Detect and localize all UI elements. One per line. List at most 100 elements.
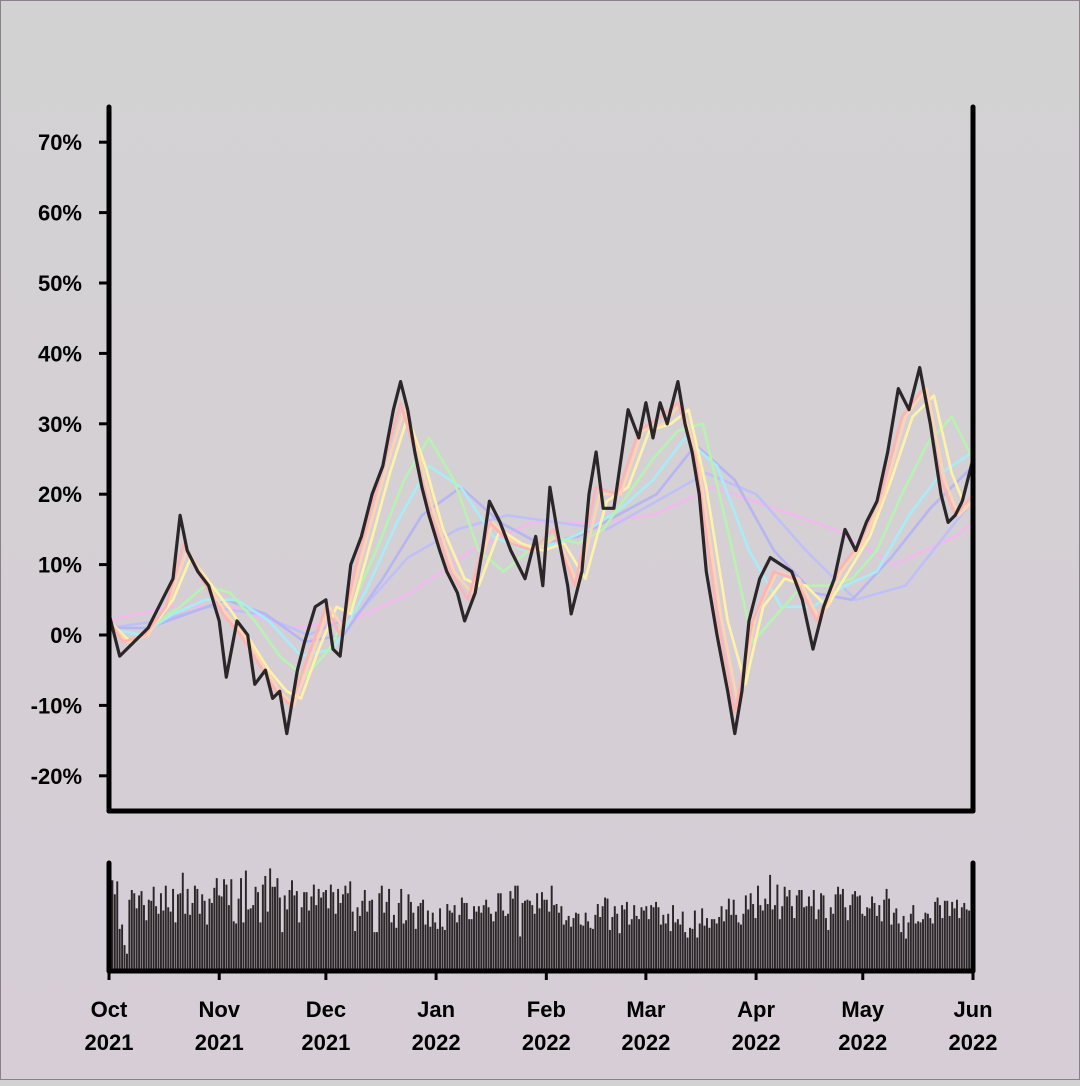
volume-bar bbox=[948, 915, 951, 971]
volume-bar bbox=[363, 890, 366, 971]
volume-bar bbox=[193, 885, 196, 971]
volume-bar bbox=[473, 906, 475, 971]
volume-bar bbox=[383, 912, 386, 971]
x-tick-label-year: 2022 bbox=[522, 1030, 571, 1055]
volume-bar bbox=[441, 926, 444, 971]
volume-bar bbox=[458, 914, 461, 971]
volume-bar bbox=[579, 924, 582, 971]
volume-bar bbox=[951, 901, 954, 971]
volume-bar bbox=[402, 923, 405, 971]
volume-bar bbox=[448, 910, 451, 971]
volume-bar bbox=[434, 922, 437, 971]
volume-bar bbox=[664, 923, 667, 971]
volume-bar bbox=[468, 919, 471, 971]
x-tick-label-year: 2021 bbox=[195, 1030, 244, 1055]
volume-bar bbox=[742, 913, 745, 971]
volume-bar bbox=[351, 911, 354, 971]
volume-bar bbox=[747, 909, 750, 971]
volume-bar bbox=[242, 922, 245, 971]
volume-bar bbox=[524, 900, 526, 971]
volume-bar bbox=[589, 927, 592, 971]
volume-bar bbox=[482, 905, 485, 971]
volume-bar bbox=[647, 919, 650, 971]
volume-bar bbox=[703, 925, 706, 971]
volume-bar bbox=[528, 900, 531, 971]
volume-bar bbox=[346, 893, 349, 971]
volume-bar bbox=[436, 928, 439, 971]
volume-bar bbox=[215, 878, 218, 971]
volume-bar bbox=[868, 908, 871, 971]
volume-bar bbox=[732, 899, 735, 971]
volume-bar bbox=[378, 893, 381, 971]
volume-bar bbox=[866, 907, 869, 971]
volume-bar bbox=[815, 919, 818, 971]
x-tick-label-year: 2022 bbox=[732, 1030, 781, 1055]
price-series-line bbox=[107, 485, 975, 630]
volume-bar bbox=[358, 915, 361, 971]
volume-bar bbox=[769, 874, 772, 971]
volume-bar bbox=[325, 890, 327, 971]
volume-bar bbox=[608, 929, 611, 971]
y-tick-label: 30% bbox=[38, 412, 82, 437]
x-tick-label-month: Nov bbox=[198, 997, 240, 1022]
volume-bar bbox=[616, 913, 619, 971]
volume-bar bbox=[878, 905, 881, 971]
volume-bar bbox=[924, 912, 927, 971]
volume-bar bbox=[261, 884, 264, 971]
volume-bar bbox=[764, 898, 767, 971]
x-tick-label-month: May bbox=[841, 997, 885, 1022]
volume-bar bbox=[152, 886, 155, 971]
volume-bar bbox=[291, 880, 293, 971]
volume-bar bbox=[536, 893, 539, 971]
volume-bar bbox=[521, 902, 524, 971]
volume-bar bbox=[257, 892, 259, 971]
volume-bar bbox=[227, 905, 230, 971]
volume-bar bbox=[354, 931, 357, 971]
volume-bar bbox=[858, 895, 861, 971]
volume-bar bbox=[368, 900, 371, 971]
x-tick-label-year: 2022 bbox=[838, 1030, 887, 1055]
volume-bar bbox=[538, 908, 541, 971]
x-tick-label-month: Dec bbox=[306, 997, 346, 1022]
y-tick-label: 50% bbox=[38, 271, 82, 296]
volume-bar bbox=[167, 907, 170, 971]
volume-bar bbox=[341, 894, 344, 971]
volume-bar bbox=[642, 910, 645, 971]
volume-bar bbox=[905, 938, 907, 971]
volume-bar bbox=[822, 895, 825, 971]
volume-bar bbox=[526, 899, 529, 971]
volume-bar bbox=[888, 898, 890, 971]
volume-bar bbox=[672, 905, 674, 971]
volume-bar bbox=[667, 913, 670, 971]
volume-bar bbox=[553, 905, 556, 971]
volume-bar bbox=[334, 913, 337, 971]
volume-bar bbox=[426, 910, 429, 971]
volume-bar bbox=[451, 912, 454, 971]
volume-bar bbox=[885, 888, 888, 971]
volume-bar bbox=[953, 908, 956, 971]
volume-bar bbox=[164, 885, 167, 971]
volume-bar bbox=[778, 919, 781, 971]
volume-bar bbox=[788, 890, 791, 971]
volume-bar bbox=[150, 900, 153, 971]
volume-bar bbox=[288, 890, 291, 971]
x-tick-label-month: Oct bbox=[91, 997, 128, 1022]
volume-bar bbox=[235, 923, 238, 971]
volume-bar bbox=[873, 902, 876, 971]
volume-bar bbox=[300, 907, 303, 971]
volume-bar bbox=[934, 901, 937, 971]
volume-bar bbox=[798, 890, 801, 971]
x-tick-label-month: Jan bbox=[417, 997, 455, 1022]
volume-bar bbox=[395, 927, 398, 971]
volume-bar bbox=[795, 895, 798, 971]
volume-bar bbox=[278, 897, 281, 971]
volume-bar bbox=[373, 932, 376, 971]
volume-bar bbox=[807, 896, 810, 971]
x-tick-label-year: 2022 bbox=[621, 1030, 670, 1055]
volume-bar bbox=[142, 905, 145, 971]
volume-bar bbox=[591, 928, 594, 971]
volume-bar bbox=[943, 900, 946, 971]
volume-bar bbox=[191, 902, 194, 971]
volume-bar bbox=[504, 915, 507, 971]
